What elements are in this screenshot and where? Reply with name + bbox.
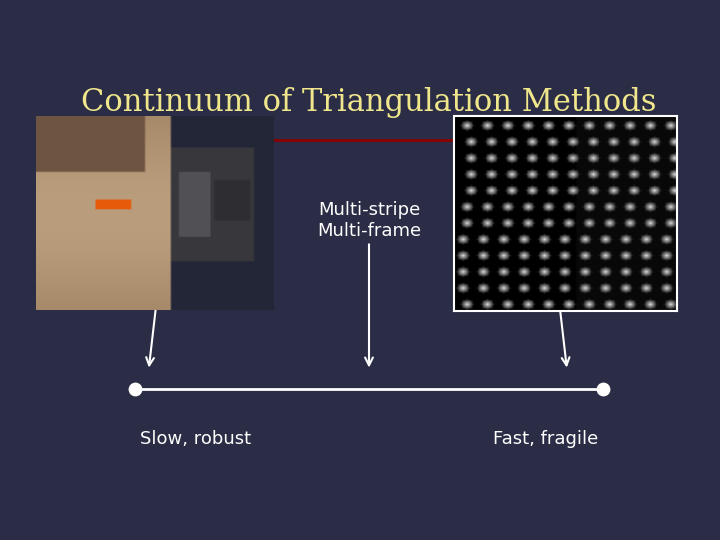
Point bbox=[598, 385, 609, 394]
Text: Single-stripe: Single-stripe bbox=[106, 216, 220, 234]
Text: Single-frame: Single-frame bbox=[495, 216, 611, 234]
Point bbox=[129, 385, 140, 394]
Text: Multi-stripe
Multi-frame: Multi-stripe Multi-frame bbox=[317, 201, 421, 240]
Text: Continuum of Triangulation Methods: Continuum of Triangulation Methods bbox=[81, 87, 657, 118]
Text: Fast, fragile: Fast, fragile bbox=[492, 430, 598, 448]
Text: Slow, robust: Slow, robust bbox=[140, 430, 251, 448]
